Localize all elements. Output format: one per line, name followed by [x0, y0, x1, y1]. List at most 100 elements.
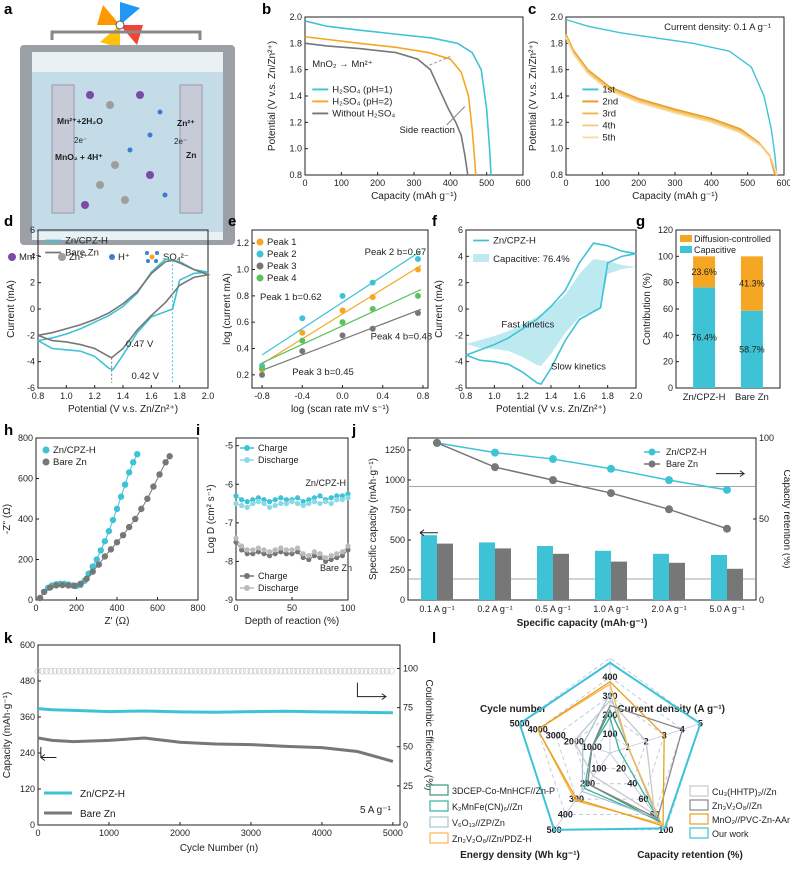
k-ce-point — [132, 667, 140, 675]
i-data-point — [339, 553, 345, 559]
l-axis-tick-label: 100 — [658, 825, 673, 835]
g-label-capacitive: 58.7% — [739, 344, 765, 354]
panel-c-chart: 0 100 200 300 400 500 600 0.8 1.0 1.2 1.4 1.6 1.8 2.0… — [528, 12, 790, 202]
h-data-point — [119, 532, 127, 539]
k-ce-point — [379, 667, 387, 675]
i-data-point — [267, 549, 273, 555]
i-data-point — [239, 502, 245, 509]
e-data-point — [299, 329, 306, 336]
e-legend-marker — [256, 274, 264, 282]
h-y-tick-label: 200 — [18, 555, 33, 565]
g-legend-swatch — [680, 235, 692, 242]
d-x-tick-label: 0.8 — [32, 391, 45, 401]
c-x-tick-label: 400 — [704, 178, 719, 188]
i-data-point — [255, 495, 261, 501]
k-ce-point — [77, 667, 84, 675]
g-category-label: Zn/CPZ-H — [683, 392, 726, 403]
b-x-tick-label: 600 — [515, 178, 530, 188]
i-data-point — [283, 547, 289, 553]
i-legend-marker — [244, 457, 250, 463]
j-legend-marker — [648, 460, 656, 468]
k-ce-point — [251, 667, 259, 675]
k-ce-point — [324, 667, 332, 675]
j-bar — [727, 568, 743, 600]
k-ce-point — [128, 667, 136, 675]
g-y-tick-label: 40 — [663, 330, 673, 340]
k-y-tick-label: 360 — [20, 712, 35, 722]
b-x-tick-label: 100 — [334, 178, 349, 188]
k-annotation: 5 A g⁻¹ — [360, 805, 392, 816]
k-ce-point — [371, 667, 378, 675]
b-annotation-arrow — [424, 56, 451, 68]
i-data-point — [311, 499, 317, 505]
panel-d-chart: 0.8 1.0 1.2 1.4 1.6 1.8 2.0 -6 -4 -2 0 2 4 6 Potential… — [6, 225, 214, 415]
panel-label-g: g — [636, 213, 645, 230]
e-data-point — [339, 332, 346, 339]
i-data-point — [306, 556, 312, 563]
i-data-point — [261, 497, 267, 503]
k-ce-point — [226, 667, 234, 675]
i-data-point — [244, 499, 250, 505]
b-x-tick-label: 400 — [443, 178, 458, 188]
k-ce-point — [187, 667, 195, 675]
legend-so4: SO₄²⁻ — [163, 252, 189, 263]
l-grid-ring — [537, 676, 683, 815]
k-ce-point — [354, 667, 361, 675]
j-retention-point — [665, 505, 673, 514]
i-data-point — [278, 500, 284, 507]
i-data-point — [283, 497, 289, 503]
l-series-polygon — [586, 704, 684, 820]
k-ce-point — [298, 667, 306, 675]
panel-g-chart: 0 20 40 60 80 100 120 Contribution (%) 76.4% 23.6… — [642, 225, 781, 403]
f-capacitive-area — [466, 258, 636, 367]
h-data-point — [77, 580, 84, 587]
h-y-axis-label: -Z'' (Ω) — [2, 504, 13, 534]
e-y-tick-label: 0.8 — [236, 291, 249, 301]
h-data-point — [144, 495, 151, 502]
i-data-point — [317, 493, 323, 499]
i-y-axis-label: Log D (cm² s⁻¹) — [206, 484, 217, 553]
i-data-point — [261, 500, 267, 507]
b-y-tick-label: 1.6 — [289, 65, 302, 75]
b-series-line — [304, 20, 492, 176]
h-data-point — [117, 493, 125, 500]
h-data-point — [130, 459, 137, 466]
i-y-tick-label: -8 — [225, 556, 233, 566]
i-data-point — [345, 491, 351, 497]
i-y-tick-label: -7 — [225, 518, 233, 528]
h-data-point — [162, 459, 169, 466]
i-data-point — [323, 558, 329, 565]
i-data-point — [339, 549, 345, 555]
f-y-tick-label: -2 — [455, 330, 463, 340]
k-y-tick-label: 0 — [30, 820, 35, 830]
l-series-polygon — [536, 680, 665, 827]
k-ce-point — [307, 667, 314, 675]
ion-particle — [127, 147, 133, 153]
f-x-tick-label: 1.4 — [545, 391, 558, 401]
i-data-point — [239, 543, 245, 549]
b-annotation-side: Side reaction — [399, 125, 454, 136]
i-data-point — [283, 500, 289, 507]
k-ce-point — [247, 667, 255, 675]
k-ce-point — [119, 667, 127, 675]
i-data-point — [272, 497, 278, 503]
i-data-point — [334, 551, 340, 557]
i-data-point — [300, 551, 306, 557]
ion-particle — [81, 201, 89, 209]
f-x-tick-label: 1.6 — [573, 391, 586, 401]
d-series-line — [37, 259, 211, 359]
i-data-point — [300, 499, 306, 505]
ion-particle — [136, 91, 144, 99]
k-x-tick-label: 3000 — [241, 828, 261, 838]
e-fit-line — [261, 264, 422, 365]
j-category-label: 1.0 A g⁻¹ — [593, 604, 628, 614]
j-category-label: 2.0 A g⁻¹ — [651, 604, 686, 614]
l-legend-right-3: Our work — [712, 829, 749, 839]
h-x-axis-label: Z' (Ω) — [105, 616, 130, 627]
d-y-tick-label: 2 — [30, 278, 35, 288]
l-legend-left-3: Zn₂V₂O₈//Zn/PDZ-H — [452, 834, 532, 844]
c-series-line — [565, 35, 777, 176]
h-data-point — [105, 527, 113, 535]
h-series-line — [39, 455, 171, 599]
l-axis-tick-label: 400 — [558, 809, 573, 819]
